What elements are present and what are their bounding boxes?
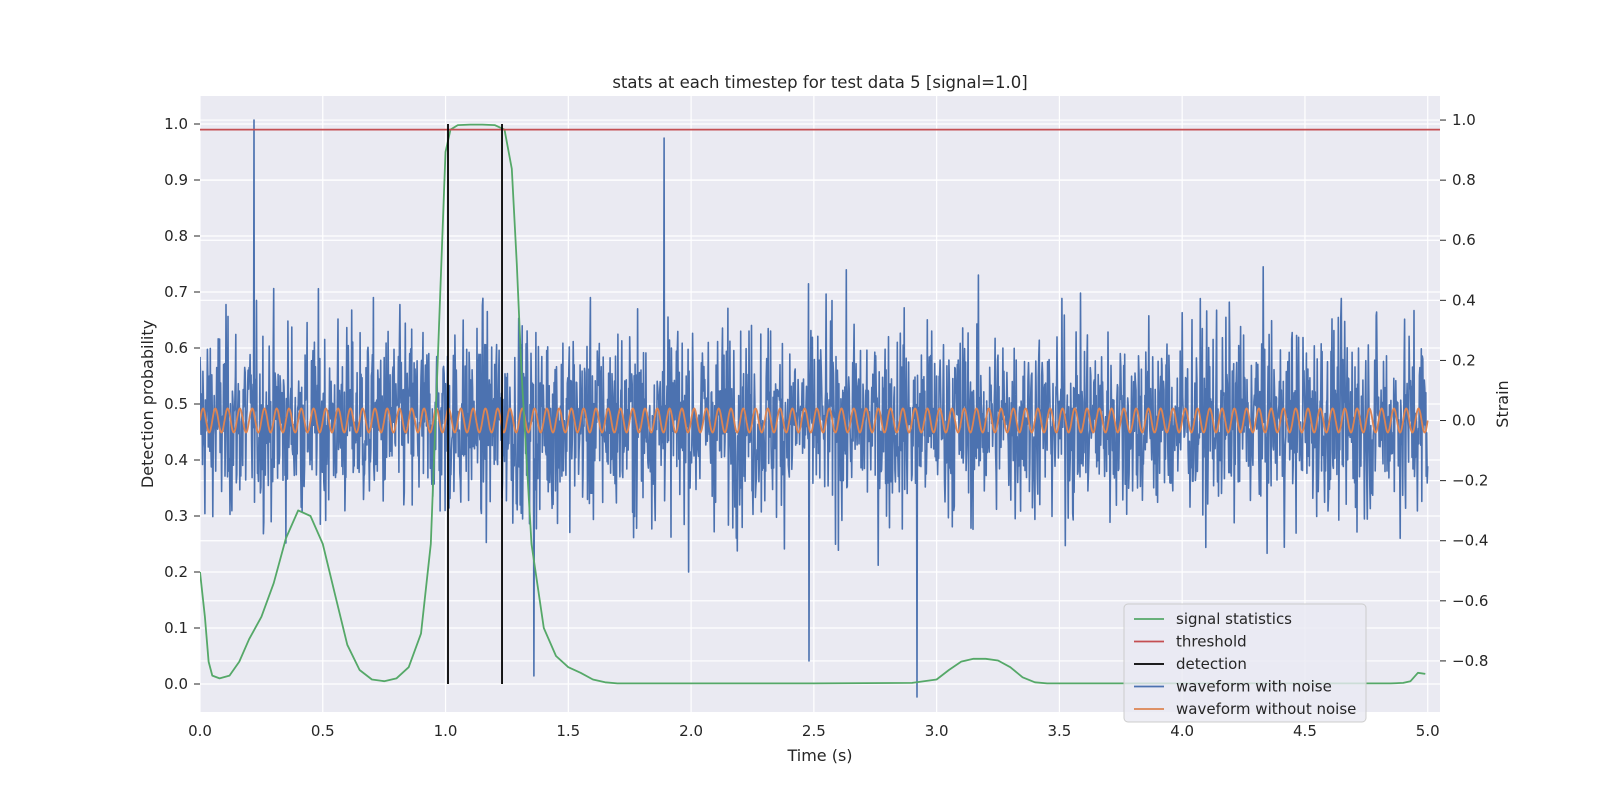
legend-label: waveform with noise	[1176, 678, 1332, 696]
y2-tick-label: −0.4	[1452, 532, 1488, 550]
x-tick-label: 1.0	[434, 722, 458, 740]
x-tick-label: 1.5	[556, 722, 580, 740]
legend-label: detection	[1176, 655, 1247, 673]
y-tick-label: 0.5	[164, 395, 188, 413]
y-tick-label: 0.7	[164, 283, 188, 301]
y-tick-label: 0.4	[164, 451, 188, 469]
y2-tick-label: −0.2	[1452, 472, 1488, 490]
legend-label: threshold	[1176, 633, 1247, 651]
y2-tick-label: 0.6	[1452, 231, 1476, 249]
legend-box	[1123, 603, 1367, 723]
y-tick-label: 0.2	[164, 563, 188, 581]
x-tick-label: 0.5	[311, 722, 335, 740]
y-tick-label: 0.6	[164, 339, 188, 357]
legend: signal statistics threshold detection wavef…	[1123, 603, 1367, 723]
y-tick-label: 0.0	[164, 675, 188, 693]
series-signal-statistics	[200, 123, 1426, 685]
x-tick-label: 3.5	[1047, 722, 1071, 740]
y2-tick-label: 0.2	[1452, 351, 1476, 369]
y2-tick-label: 0.0	[1452, 412, 1476, 430]
series-waveform-with-noise	[200, 119, 1429, 698]
y-tick-label: 0.9	[164, 171, 188, 189]
y2-tick-label: 1.0	[1452, 111, 1476, 129]
x-tick-label: 2.0	[679, 722, 703, 740]
series-waveform-without-noise	[200, 407, 1429, 434]
y-tick-label: 1.0	[164, 115, 188, 133]
y2-tick-label: −0.8	[1452, 652, 1488, 670]
x-tick-label: 3.0	[925, 722, 949, 740]
series-layer	[200, 119, 1440, 698]
axis-ticks: 0.0 0.5 1.0 1.5 2.0 2.5 3.0 3.5 4.0 4.5 5.0 0.0 0.1 0…	[164, 111, 1488, 740]
x-tick-label: 4.5	[1293, 722, 1317, 740]
y-axis-title: Detection probability	[138, 320, 157, 488]
x-tick-label: 5.0	[1416, 722, 1440, 740]
y2-tick-label: −0.6	[1452, 592, 1488, 610]
y2-tick-label: 0.4	[1452, 291, 1476, 309]
x-tick-label: 4.0	[1170, 722, 1194, 740]
chart-title: stats at each timestep for test data 5 […	[612, 73, 1027, 92]
y2-axis-title: Strain	[1493, 380, 1512, 427]
x-tick-label: 2.5	[802, 722, 826, 740]
x-axis-title: Time (s)	[786, 746, 852, 765]
legend-label: signal statistics	[1176, 610, 1292, 628]
y-tick-label: 0.1	[164, 619, 188, 637]
x-tick-label: 0.0	[188, 722, 212, 740]
y2-tick-label: 0.8	[1452, 171, 1476, 189]
y-tick-label: 0.8	[164, 227, 188, 245]
y-tick-label: 0.3	[164, 507, 188, 525]
legend-label: waveform without noise	[1176, 700, 1356, 718]
